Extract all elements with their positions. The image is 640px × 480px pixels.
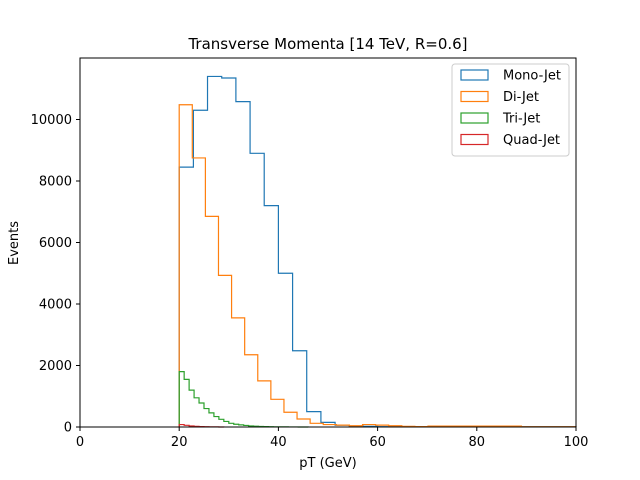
legend-swatch-mono-jet xyxy=(460,69,489,81)
legend-label-tri-jet: Tri-Jet xyxy=(502,112,540,127)
x-tick-label: 100 xyxy=(564,435,589,450)
plot-area xyxy=(178,75,577,428)
legend: Mono-Jet Di-Jet Tri-Jet Quad-Jet xyxy=(451,63,570,157)
x-tick-label: 80 xyxy=(469,435,486,450)
chart-title: Transverse Momenta [14 TeV, R=0.6] xyxy=(187,35,467,53)
x-tick-label: 0 xyxy=(76,435,84,450)
legend-box xyxy=(451,63,570,157)
x-axis-label: pT (GeV) xyxy=(299,456,356,471)
series-di-jet-step xyxy=(178,104,577,428)
y-axis-label: Events xyxy=(7,221,22,265)
legend-swatch-di-jet xyxy=(460,90,489,103)
y-tick-label: 0 xyxy=(64,421,72,436)
legend-swatch-quad-jet xyxy=(460,133,489,146)
legend-label-mono-jet: Mono-Jet xyxy=(503,69,561,84)
axes: 0 20 40 60 80 100 0 2000 4000 6000 8000 10000 xyxy=(31,57,589,450)
legend-swatch-tri-jet xyxy=(460,112,489,124)
y-tick-label: 10000 xyxy=(31,113,72,128)
x-tick-label: 20 xyxy=(171,435,188,450)
y-tick-label: 8000 xyxy=(39,175,72,190)
x-tick-label: 40 xyxy=(270,435,287,450)
y-tick-label: 2000 xyxy=(39,359,72,374)
legend-label-quad-jet: Quad-Jet xyxy=(503,133,560,148)
y-tick-label: 4000 xyxy=(39,298,72,313)
x-tick-label: 60 xyxy=(369,435,386,450)
series-tri-jet-step xyxy=(178,371,309,428)
y-tick-label: 6000 xyxy=(39,236,72,251)
legend-label-di-jet: Di-Jet xyxy=(503,90,539,105)
